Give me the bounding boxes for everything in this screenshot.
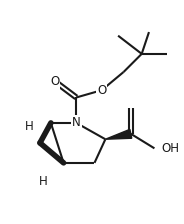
Text: O: O	[97, 84, 106, 97]
Text: O: O	[50, 75, 59, 88]
Text: H: H	[39, 174, 48, 187]
Polygon shape	[105, 129, 132, 139]
Text: N: N	[72, 116, 81, 129]
Text: OH: OH	[162, 142, 180, 155]
Text: H: H	[25, 120, 33, 133]
